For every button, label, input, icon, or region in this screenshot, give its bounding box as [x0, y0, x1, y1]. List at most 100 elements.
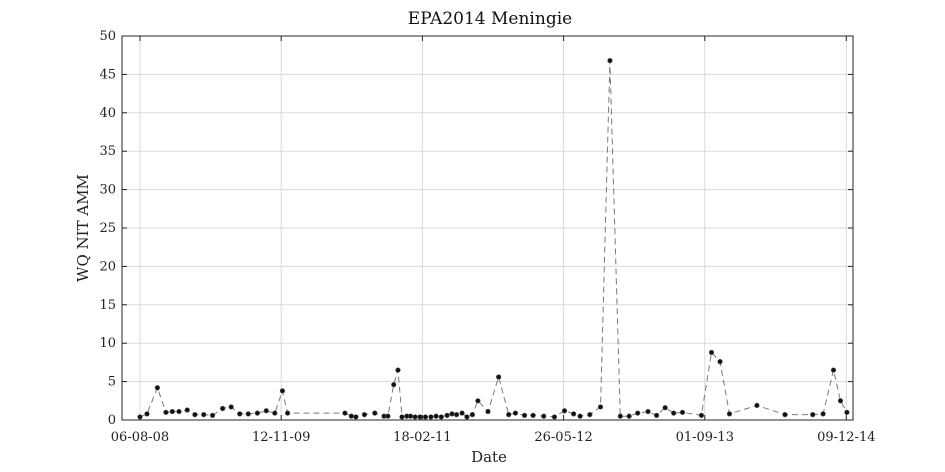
- data-point: [844, 409, 850, 415]
- data-point: [521, 412, 528, 418]
- data-point: [407, 413, 414, 419]
- data-point: [837, 398, 844, 404]
- data-point: [587, 412, 593, 418]
- data-point: [422, 414, 429, 420]
- data-point: [372, 410, 378, 416]
- data-point: [717, 359, 723, 365]
- chart-title: EPA2014 Meningie: [408, 9, 572, 29]
- data-point: [361, 412, 368, 418]
- data-point: [830, 367, 837, 373]
- data-point: [530, 412, 536, 418]
- data-point: [496, 374, 502, 380]
- x-axis: 06-08-08 12-11-09 18-02-11 26-05-12 01-09-13…: [111, 36, 876, 445]
- y-tick-label: 20: [99, 259, 116, 274]
- y-tick-label: 25: [99, 221, 116, 236]
- data-point: [263, 408, 269, 414]
- data-point: [433, 413, 439, 419]
- data-point: [342, 410, 348, 416]
- data-point: [577, 413, 583, 419]
- data-point: [417, 414, 423, 420]
- y-tick-label: 15: [99, 298, 116, 313]
- x-tick-label: 09-12-14: [817, 430, 875, 445]
- data-point: [353, 414, 359, 420]
- x-tick-label: 18-02-11: [393, 430, 451, 445]
- data-point: [485, 408, 491, 415]
- data-point: [449, 411, 455, 417]
- data-point: [782, 412, 788, 418]
- data-point: [459, 410, 465, 416]
- y-tick-label: 45: [99, 67, 116, 82]
- x-tick-label: 06-08-08: [111, 430, 169, 445]
- data-point: [607, 57, 613, 64]
- data-point: [144, 411, 150, 417]
- data-point: [512, 410, 519, 416]
- data-point: [551, 414, 558, 420]
- data-point: [475, 398, 481, 404]
- data-point: [237, 411, 243, 417]
- data-point: [254, 410, 261, 416]
- data-point: [635, 410, 641, 416]
- data-point: [444, 412, 450, 418]
- data-point: [154, 385, 160, 391]
- data-point: [412, 414, 418, 420]
- data-point: [810, 412, 816, 418]
- data-point: [453, 412, 460, 418]
- data-point: [163, 409, 169, 415]
- data-point: [469, 412, 476, 418]
- data-point: [617, 413, 623, 419]
- data-point: [708, 349, 715, 356]
- data-point: [571, 411, 577, 417]
- y-tick-label: 35: [99, 144, 116, 159]
- data-point: [428, 414, 434, 420]
- data-point: [662, 405, 668, 411]
- y-tick-label: 10: [99, 336, 116, 351]
- data-point: [561, 408, 568, 414]
- y-axis-label: WQ NIT AMM: [74, 174, 92, 282]
- x-axis-label: Date: [471, 448, 507, 466]
- y-tick-label: 0: [108, 413, 116, 428]
- data-point: [272, 410, 278, 416]
- data-point: [209, 412, 216, 418]
- data-point: [391, 382, 397, 388]
- series-line-layer: [139, 60, 848, 418]
- data-point: [201, 412, 207, 418]
- data-point: [228, 404, 234, 410]
- data-point: [645, 408, 651, 415]
- data-point: [541, 413, 547, 419]
- grid: [122, 36, 853, 420]
- series-line: [139, 60, 848, 418]
- data-point: [192, 412, 198, 418]
- x-tick-label: 01-09-13: [676, 430, 734, 445]
- y-tick-label: 5: [108, 375, 116, 390]
- data-point: [220, 405, 226, 412]
- data-point: [348, 413, 354, 419]
- data-point: [464, 414, 470, 420]
- data-point: [597, 404, 604, 410]
- data-point: [679, 409, 686, 415]
- y-axis: 0 5 10 15 20 25 30 35 40 45 50: [99, 29, 853, 428]
- data-point: [820, 411, 826, 417]
- data-point: [654, 412, 660, 418]
- data-point: [698, 412, 705, 418]
- data-point: [506, 412, 512, 418]
- data-point: [169, 408, 175, 415]
- data-points: [137, 57, 850, 420]
- data-point: [726, 411, 733, 417]
- data-point: [176, 408, 182, 415]
- data-point: [626, 413, 632, 419]
- data-point: [245, 411, 251, 417]
- data-point: [385, 413, 391, 419]
- data-point: [399, 414, 405, 420]
- data-point: [279, 388, 286, 394]
- y-tick-label: 40: [99, 106, 116, 121]
- data-point: [284, 410, 291, 416]
- y-tick-label: 30: [99, 183, 116, 198]
- data-point: [395, 367, 401, 373]
- data-point: [754, 402, 760, 409]
- data-point: [184, 407, 190, 413]
- data-point: [438, 414, 444, 420]
- x-tick-label: 26-05-12: [534, 430, 592, 445]
- x-tick-label: 12-11-09: [252, 430, 310, 445]
- y-tick-label: 50: [99, 29, 116, 44]
